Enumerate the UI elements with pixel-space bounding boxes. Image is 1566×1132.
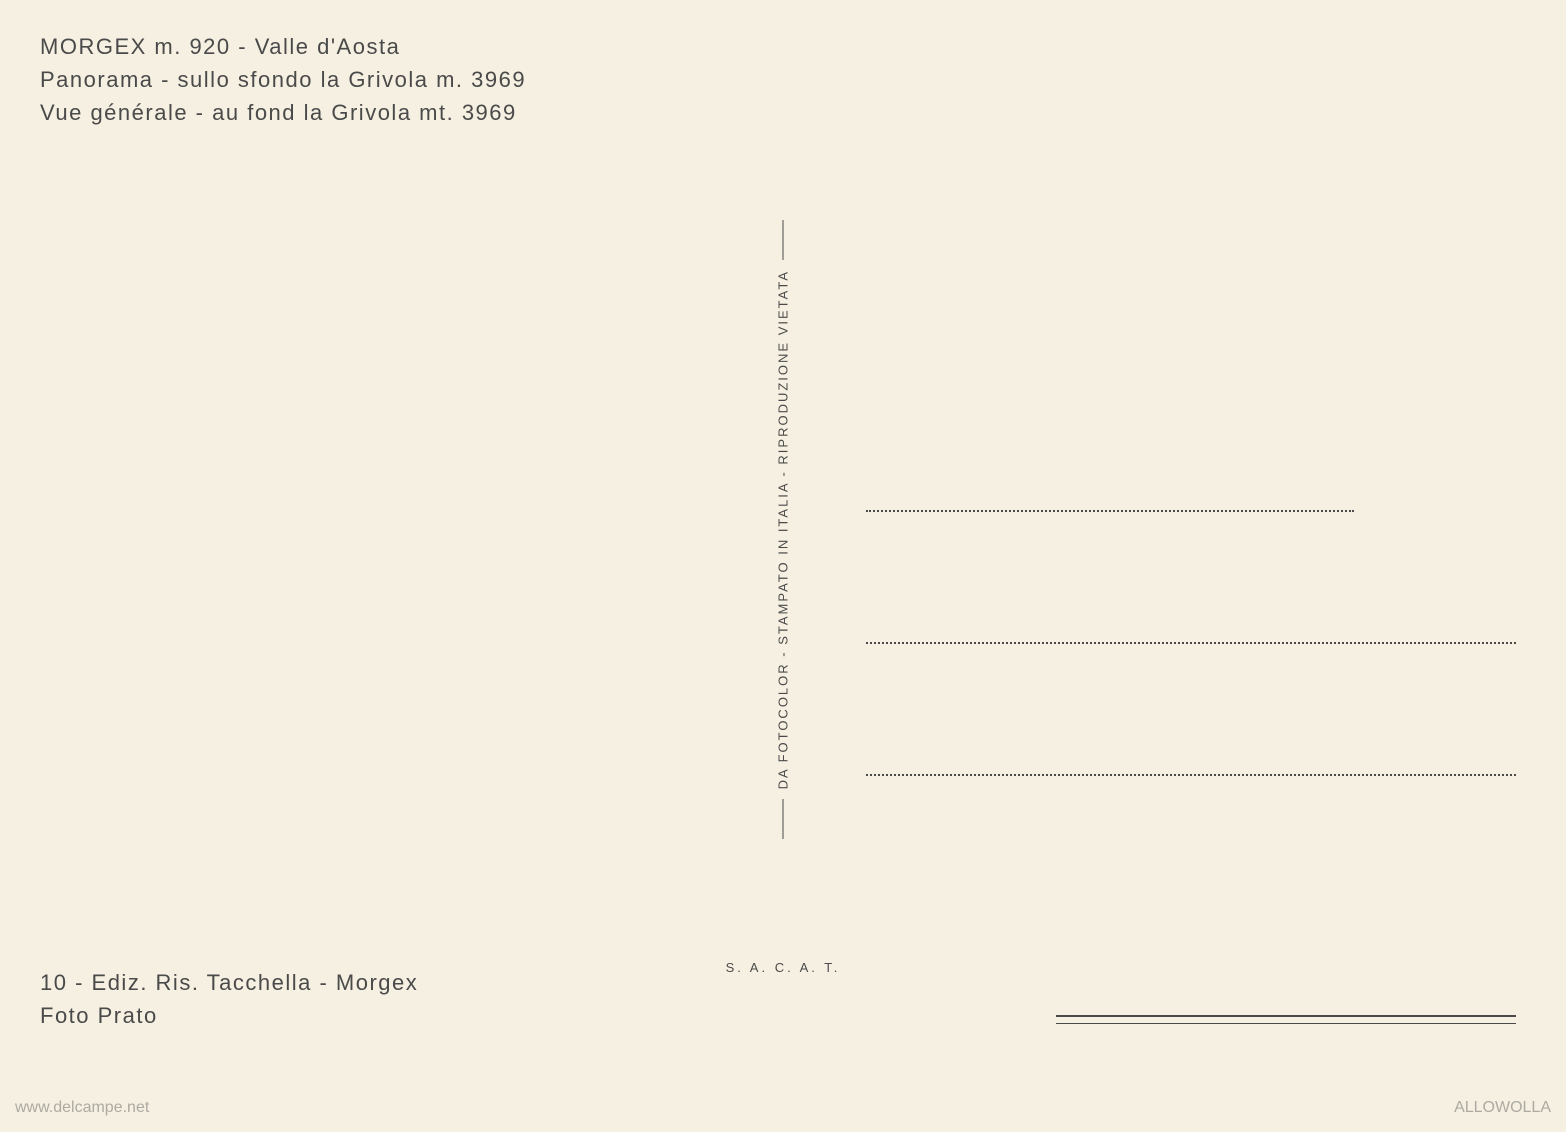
watermark-left: www.delcampe.net — [15, 1099, 149, 1117]
watermark-right: ALLOWOLLA — [1454, 1099, 1551, 1117]
divider-vertical-text: DA FOTOCOLOR - STAMPATO IN ITALIA - RIPR… — [776, 270, 791, 789]
header-line-1: MORGEX m. 920 - Valle d'Aosta — [40, 30, 526, 63]
address-line-2 — [866, 642, 1516, 644]
divider-line-bottom — [783, 799, 784, 839]
footer-caption: 10 - Ediz. Ris. Tacchella - Morgex Foto … — [40, 966, 418, 1032]
signature-underline — [1056, 1023, 1516, 1024]
footer-line-1: 10 - Ediz. Ris. Tacchella - Morgex — [40, 966, 418, 999]
publisher-code: S. A. C. A. T. — [726, 960, 841, 975]
center-divider: DA FOTOCOLOR - STAMPATO IN ITALIA - RIPR… — [783, 220, 784, 940]
address-line-1 — [866, 510, 1354, 512]
header-caption: MORGEX m. 920 - Valle d'Aosta Panorama -… — [40, 30, 526, 129]
signature-line — [1056, 1015, 1516, 1017]
header-line-2: Panorama - sullo sfondo la Grivola m. 39… — [40, 63, 526, 96]
header-line-3: Vue générale - au fond la Grivola mt. 39… — [40, 96, 526, 129]
footer-line-2: Foto Prato — [40, 999, 418, 1032]
address-area — [866, 510, 1516, 906]
address-line-3 — [866, 774, 1516, 776]
postcard-back: MORGEX m. 920 - Valle d'Aosta Panorama -… — [0, 0, 1566, 1132]
divider-line-top — [783, 220, 784, 260]
